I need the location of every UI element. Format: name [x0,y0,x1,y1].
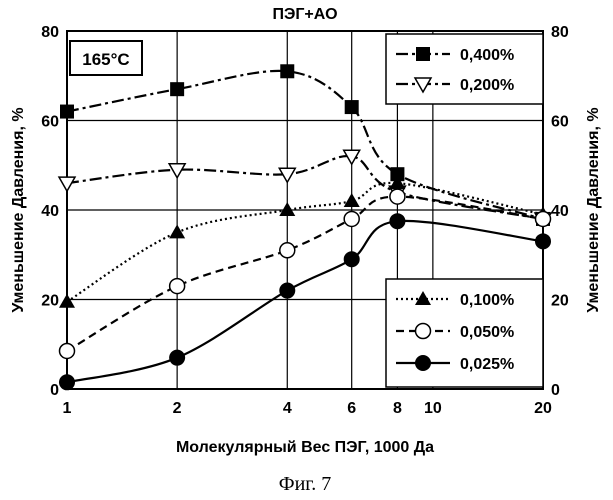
data-point [279,202,295,216]
data-point [169,164,185,178]
data-point [60,105,74,119]
data-point [169,224,185,238]
y-tick-label-left: 20 [41,293,59,310]
data-point [170,279,185,294]
data-point [280,64,294,78]
legend-label: 0,050% [460,324,514,341]
data-point [279,283,295,299]
legend-upper: 0,400% 0,200% [386,34,543,104]
x-tick-label: 8 [393,400,402,417]
data-point [59,294,75,308]
chart-title: ПЭГ+АО [272,6,337,23]
data-point [344,211,359,226]
data-point [535,233,551,249]
temperature-label: 165°С [82,50,129,69]
x-axis-label: Молекулярный Вес ПЭГ, 1000 Да [176,439,434,456]
y-axis-label-right: Уменьшение Давления, % [585,107,602,312]
y-tick-label-right: 60 [551,114,569,131]
legend-label: 0,025% [460,356,514,373]
x-tick-label: 4 [283,400,292,417]
y-axis-label-left: Уменьшение Давления, % [10,107,27,312]
y-tick-label-left: 80 [41,24,59,41]
y-tick-labels-right: 0 20 40 60 80 [551,24,569,399]
data-point [344,251,360,267]
temperature-annotation: 165°С [70,41,142,75]
y-tick-label-right: 80 [551,24,569,41]
y-tick-label-right: 20 [551,293,569,310]
legend-lower: 0,100% 0,050% 0,025% [386,279,543,387]
figure-caption: Фиг. 7 [279,473,331,495]
y-tick-label-left: 0 [50,382,59,399]
data-point [345,100,359,114]
data-point [389,213,405,229]
x-tick-label: 20 [534,400,552,417]
y-tick-label-left: 40 [41,203,59,220]
data-point [536,211,551,226]
legend-marker [416,324,431,339]
x-tick-label: 2 [173,400,182,417]
data-point [169,350,185,366]
legend-label: 0,200% [460,77,514,94]
data-point [59,177,75,191]
x-tick-label: 10 [424,400,442,417]
legend-label: 0,400% [460,47,514,64]
x-tick-label: 6 [347,400,356,417]
y-tick-label-right: 40 [551,203,569,220]
y-tick-label-right: 0 [551,382,560,399]
y-tick-label-left: 60 [41,114,59,131]
x-tick-labels: 1 2 4 6 8 10 20 [63,400,552,417]
legend-label: 0,100% [460,292,514,309]
data-point [170,82,184,96]
data-point [59,374,75,390]
y-tick-labels-left: 0 20 40 60 80 [41,24,59,399]
x-tick-label: 1 [63,400,72,417]
data-point [60,343,75,358]
data-point [344,193,360,207]
data-point [390,189,405,204]
legend-marker [415,355,431,371]
series-0200 [59,150,551,227]
data-point [280,243,295,258]
legend-marker [416,47,430,61]
